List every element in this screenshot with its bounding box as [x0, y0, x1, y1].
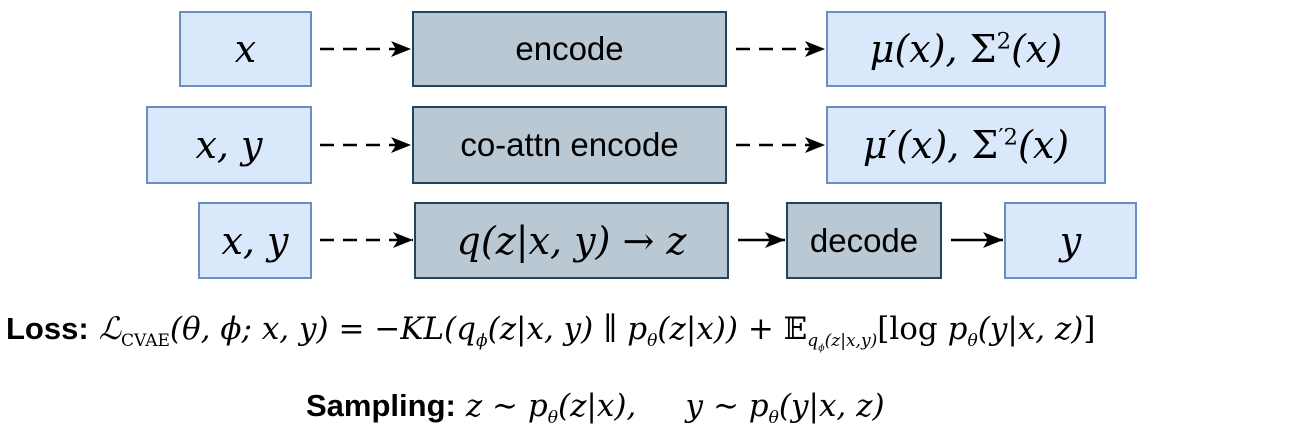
row1-output-box: μ(x), Σ2(x)	[826, 11, 1106, 87]
row2-output-text: μ′(x), Σ′2(x)	[862, 123, 1070, 167]
loss-formula: ℒCVAE(θ, ϕ; x, y) = −KL(qϕ(z|x, y) ∥ pθ(…	[98, 311, 1096, 354]
row1-encode-text: encode	[515, 30, 624, 67]
row3-output-box: y	[1004, 202, 1137, 279]
sampling-formula: z ∼ pθ(z|x), y ∼ pθ(y|x, z)	[465, 388, 885, 429]
row3-posterior-box: q(z|x, y) → z	[414, 202, 729, 279]
row3-input-box: x, y	[198, 202, 312, 279]
row1-input-box: x	[179, 11, 312, 87]
row2-coattn-encode-box: co-attn encode	[412, 106, 727, 184]
row3-posterior-text: q(z|x, y) → z	[456, 218, 687, 263]
row2-input-box: x, y	[146, 106, 312, 184]
row3-decode-text: decode	[809, 221, 919, 259]
loss-label: Loss:	[6, 311, 89, 346]
row1-input-text: x	[234, 27, 257, 71]
sampling-label: Sampling:	[306, 388, 456, 423]
row1-encode-box: encode	[412, 11, 727, 87]
row3-input-text: x, y	[221, 218, 289, 263]
row2-input-text: x, y	[195, 123, 263, 167]
row3-output-text: y	[1059, 218, 1082, 263]
row2-coattn-encode-text: co-attn encode	[460, 126, 679, 163]
row3-decode-box: decode	[786, 202, 942, 279]
row2-output-box: μ′(x), Σ′2(x)	[826, 106, 1106, 184]
sampling-equation: Sampling: z ∼ pθ(z|x), y ∼ pθ(y|x, z)	[306, 388, 1301, 428]
row1-output-text: μ(x), Σ2(x)	[869, 27, 1063, 71]
loss-equation: Loss: ℒCVAE(θ, ϕ; x, y) = −KL(qϕ(z|x, y)…	[6, 311, 1301, 354]
